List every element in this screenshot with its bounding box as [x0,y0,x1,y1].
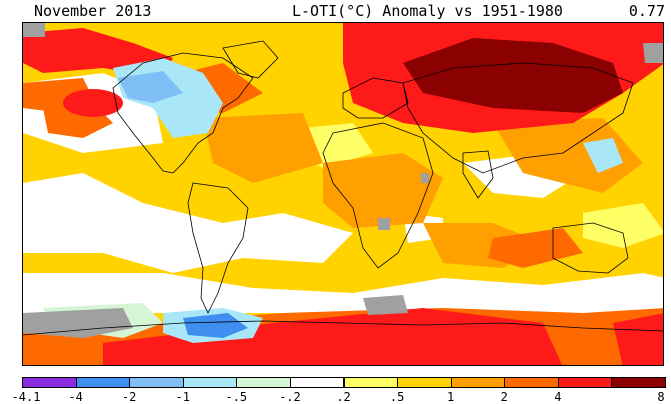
map-title: L-OTI(°C) Anomaly vs 1951-1980 [292,2,563,20]
cold-anomaly-region [118,71,183,103]
legend-label: .5 [389,390,405,404]
missing-data-region [23,23,45,37]
missing-data-region [378,218,390,230]
coastline [462,150,494,199]
missing-data-region [643,43,663,63]
temperature-anomaly-map [22,22,664,366]
legend-swatch [557,377,613,388]
coastline [23,320,663,336]
legend-swatch [75,377,131,388]
legend-swatch [182,377,238,388]
hot-anomaly-region [103,308,563,365]
missing-data-region [421,173,429,183]
hot-anomaly-region [613,313,663,365]
global-mean-anomaly: 0.77 [628,2,665,20]
cold-anomaly-region [183,313,248,338]
legend-swatch [236,377,291,388]
anomaly-map-canvas [23,23,663,365]
legend-swatch [504,377,559,388]
strong-warm-region [488,228,583,268]
coastline [187,182,249,314]
extreme-warm-region [403,38,623,113]
legend-label: 4 [554,390,562,404]
coastline [222,40,279,79]
legend-label: 1 [447,390,455,404]
coastline [112,52,254,174]
legend-label: -.2 [279,390,301,404]
legend-label: -2 [121,390,137,404]
neutral-anomaly-region [23,173,353,273]
warm-anomaly-region [203,113,323,183]
legend-swatch [22,377,77,388]
map-header: November 2013 L-OTI(°C) Anomaly vs 1951-… [0,0,671,22]
map-date: November 2013 [34,2,152,20]
missing-data-region [363,295,408,315]
coastline [552,222,629,274]
legend-label: 8 [657,390,665,404]
legend-label: -4 [68,390,83,404]
coastline [402,62,634,174]
legend-label: .2 [336,390,351,404]
legend-swatch [289,377,345,388]
legend-swatch [611,377,666,388]
legend-label: -.5 [225,390,248,404]
hot-anomaly-region [63,89,123,117]
color-scale-legend [22,377,666,389]
slight-warm-region [583,203,663,248]
neutral-anomaly-region [23,273,663,313]
coastline [342,77,409,119]
legend-swatch [450,377,506,388]
legend-swatch [343,377,399,388]
legend-swatch [397,377,452,388]
missing-data-region [23,308,133,338]
legend-swatch [129,377,184,388]
coastline [322,122,434,269]
legend-label: -1 [175,390,190,404]
legend-label: 2 [500,390,508,404]
cool-anomaly-region [583,138,623,173]
legend-label: -4.1 [11,390,41,404]
warm-anomaly-region [493,118,643,193]
